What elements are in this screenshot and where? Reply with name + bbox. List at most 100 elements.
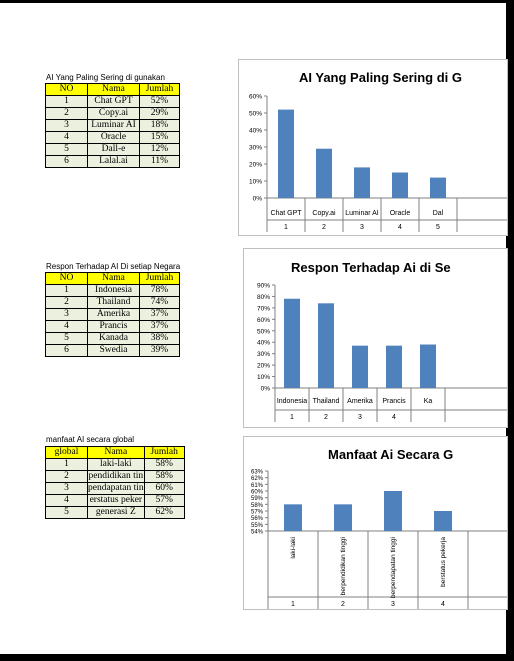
y-tick-label: 60% (251, 490, 264, 496)
x-index-label: 3 (358, 414, 362, 421)
table-cell: 12% (139, 143, 180, 156)
table-cell: 58% (143, 458, 185, 471)
table-cell: 37% (139, 308, 180, 321)
y-tick-label: 30% (249, 145, 262, 152)
x-category-label: Oracle (390, 210, 411, 217)
table-cell: Indonesia (87, 284, 140, 297)
bar (316, 148, 332, 198)
table-cell: 15% (139, 131, 180, 144)
table-cell: Dall-e (87, 143, 140, 156)
x-category-label: Luminar AI (345, 210, 379, 217)
chart-ai-usage: AI Yang Paling Sering di G 0% 10% 20% 30% 40%… (238, 59, 508, 236)
table-cell: 74% (139, 296, 180, 309)
column-header: Jumlah (143, 446, 185, 459)
x-category-label: laki-laki (290, 537, 297, 559)
bar (434, 511, 452, 531)
table-row: 4 Prancis 37% (45, 320, 180, 333)
bar (318, 303, 334, 388)
table-row: 4 erstatus peker 57% (45, 494, 185, 507)
table-row: 6 Swedia 39% (45, 344, 180, 357)
right-edge (506, 0, 514, 661)
column-header: Nama (87, 446, 145, 459)
y-tick-label: 61% (251, 483, 264, 489)
table-country-response: NO Nama Jumlah 1 Indonesia 78% 2 Thailand 74% 3 Am… (45, 272, 180, 357)
table-row: 2 Copy.ai 29% (45, 107, 180, 120)
chart-global-benefit: Manfaat Ai Secara G 54% 55% 56% 57% 58% 59% 60%… (243, 436, 508, 610)
y-tick-label: 20% (257, 363, 270, 370)
x-category-label: Dal (433, 210, 444, 217)
table-cell: 11% (139, 155, 180, 168)
x-index-label: 5 (436, 224, 440, 231)
table-ai-usage: NO Nama Jumlah 1 Chat GPT 52% 2 Copy.ai 29% 3 Lumi… (45, 83, 180, 168)
table-cell: 52% (139, 95, 180, 108)
x-index-label: 4 (398, 224, 402, 231)
chart-global-benefit-svg: Manfaat Ai Secara G 54%55%56%57%58%59%60%… (251, 447, 507, 609)
table-cell: Swedia (87, 344, 140, 357)
x-category-label: Amerika (347, 398, 373, 405)
table-cell: 58% (143, 470, 185, 483)
table-cell: 38% (139, 332, 180, 345)
table-global-benefit: global Nama Jumlah 1 laki-laki 58% 2 pendidikan… (45, 446, 185, 519)
y-tick-label: 10% (257, 374, 270, 381)
table-cell: generasi Z (87, 506, 145, 519)
y-tick-label: 60% (249, 94, 262, 101)
table-cell: 6 (45, 344, 88, 357)
table-1-title: AI Yang Paling Sering di gunakan (46, 73, 165, 82)
table-cell: 6 (45, 155, 88, 168)
table-cell: 2 (45, 107, 88, 120)
bar (334, 504, 352, 531)
column-header: Nama (87, 83, 140, 96)
x-category-label: Chat GPT (270, 210, 302, 217)
x-category-label: Prancis (382, 398, 406, 405)
table-3-title: manfaat AI secara global (46, 435, 135, 444)
column-header: Nama (87, 272, 140, 285)
table-cell: pendapatan tin (87, 482, 145, 495)
bar (278, 109, 294, 198)
table-cell: erstatus peker (87, 494, 145, 507)
bottom-edge (0, 654, 514, 661)
y-tick-label: 80% (257, 294, 270, 301)
table-cell: 3 (45, 482, 88, 495)
table-cell: 5 (45, 332, 88, 345)
table-row: 2 pendidikan tin 58% (45, 470, 185, 483)
table-cell: Thailand (87, 296, 140, 309)
table-row: 4 Oracle 15% (45, 131, 180, 144)
table-cell: 5 (45, 506, 88, 519)
table-cell: 4 (45, 320, 88, 333)
column-header: NO (45, 272, 88, 285)
x-index-label: 2 (341, 601, 345, 608)
x-index-label: 2 (324, 414, 328, 421)
bar (284, 504, 302, 531)
bar (384, 491, 402, 531)
x-category-label: Copy.ai (312, 210, 336, 217)
y-tick-label: 90% (257, 283, 270, 290)
table-row: 1 Indonesia 78% (45, 284, 180, 297)
x-index-label: 4 (441, 601, 445, 608)
x-index-label: 1 (291, 601, 295, 608)
table-row: 3 Amerika 37% (45, 308, 180, 321)
table-cell: 1 (45, 458, 88, 471)
y-tick-label: 10% (249, 179, 262, 186)
y-tick-label: 54% (251, 530, 264, 536)
table-cell: 3 (45, 308, 88, 321)
table-cell: 60% (143, 482, 185, 495)
table-cell: Luminar AI (87, 119, 140, 132)
table-row: 3 Luminar AI 18% (45, 119, 180, 132)
y-tick-label: 50% (249, 111, 262, 118)
table-cell: Kanada (87, 332, 140, 345)
table-row: 3 pendapatan tin 60% (45, 482, 185, 495)
x-category-label: berpendidikan tinggi (340, 537, 347, 595)
x-category-label: Thailand (313, 398, 340, 405)
column-header: NO (45, 83, 88, 96)
x-index-label: 1 (284, 224, 288, 231)
x-category-label: Ka (424, 398, 433, 405)
table-row: 5 generasi Z 62% (45, 506, 185, 519)
y-tick-label: 30% (257, 351, 270, 358)
column-header: Jumlah (139, 83, 180, 96)
x-index-label: 4 (392, 414, 396, 421)
table-cell: 5 (45, 143, 88, 156)
chart-title: AI Yang Paling Sering di G (299, 70, 462, 85)
table-header-row: NO Nama Jumlah (45, 83, 180, 96)
y-tick-label: 40% (257, 340, 270, 347)
table-cell: 1 (45, 284, 88, 297)
